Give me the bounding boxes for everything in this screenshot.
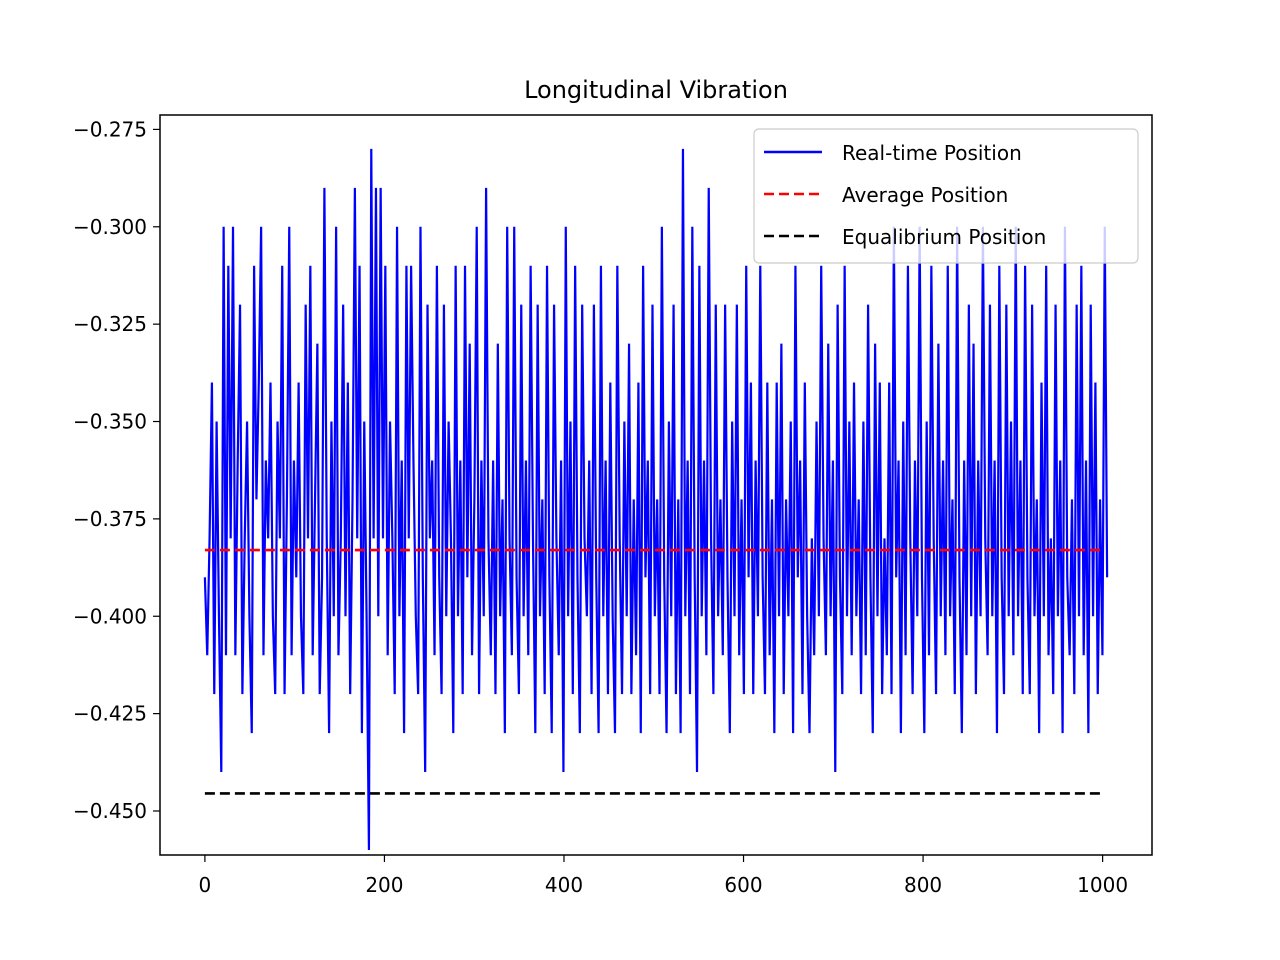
legend-item-equalibrium-position: Equalibrium Position bbox=[764, 225, 1046, 249]
y-tick-label: −0.450 bbox=[73, 799, 147, 823]
series-real-time-position bbox=[203, 148, 1109, 850]
x-tick-label: 800 bbox=[904, 873, 942, 897]
legend-label: Real-time Position bbox=[842, 141, 1022, 165]
x-axis: 0 200 400 600 800 1000 bbox=[199, 855, 1128, 897]
axes-frame bbox=[159, 114, 1153, 856]
y-axis: −0.275 −0.300 −0.325 −0.350 −0.375 −0.400 −0.4… bbox=[73, 117, 160, 823]
x-tick-label: 400 bbox=[545, 873, 583, 897]
x-tick-label: 0 bbox=[199, 873, 212, 897]
y-tick-label: −0.400 bbox=[73, 604, 147, 628]
y-tick-label: −0.375 bbox=[73, 507, 147, 531]
legend: Real-time Position Average Position Equali… bbox=[753, 128, 1139, 264]
plot-area bbox=[203, 148, 1109, 850]
x-tick-label: 200 bbox=[365, 873, 403, 897]
legend-item-average-position: Average Position bbox=[764, 183, 1008, 207]
x-tick-label: 600 bbox=[724, 873, 762, 897]
chart-title: Longitudinal Vibration bbox=[524, 76, 788, 104]
y-tick-label: −0.425 bbox=[73, 702, 147, 726]
y-tick-label: −0.325 bbox=[73, 312, 147, 336]
y-tick-label: −0.275 bbox=[73, 117, 147, 141]
x-tick-label: 1000 bbox=[1077, 873, 1128, 897]
y-tick-label: −0.300 bbox=[73, 215, 147, 239]
legend-item-real-time-position: Real-time Position bbox=[764, 141, 1022, 165]
legend-label: Average Position bbox=[842, 183, 1008, 207]
legend-label: Equalibrium Position bbox=[842, 225, 1046, 249]
y-tick-label: −0.350 bbox=[73, 410, 147, 434]
legend-box bbox=[753, 128, 1139, 264]
